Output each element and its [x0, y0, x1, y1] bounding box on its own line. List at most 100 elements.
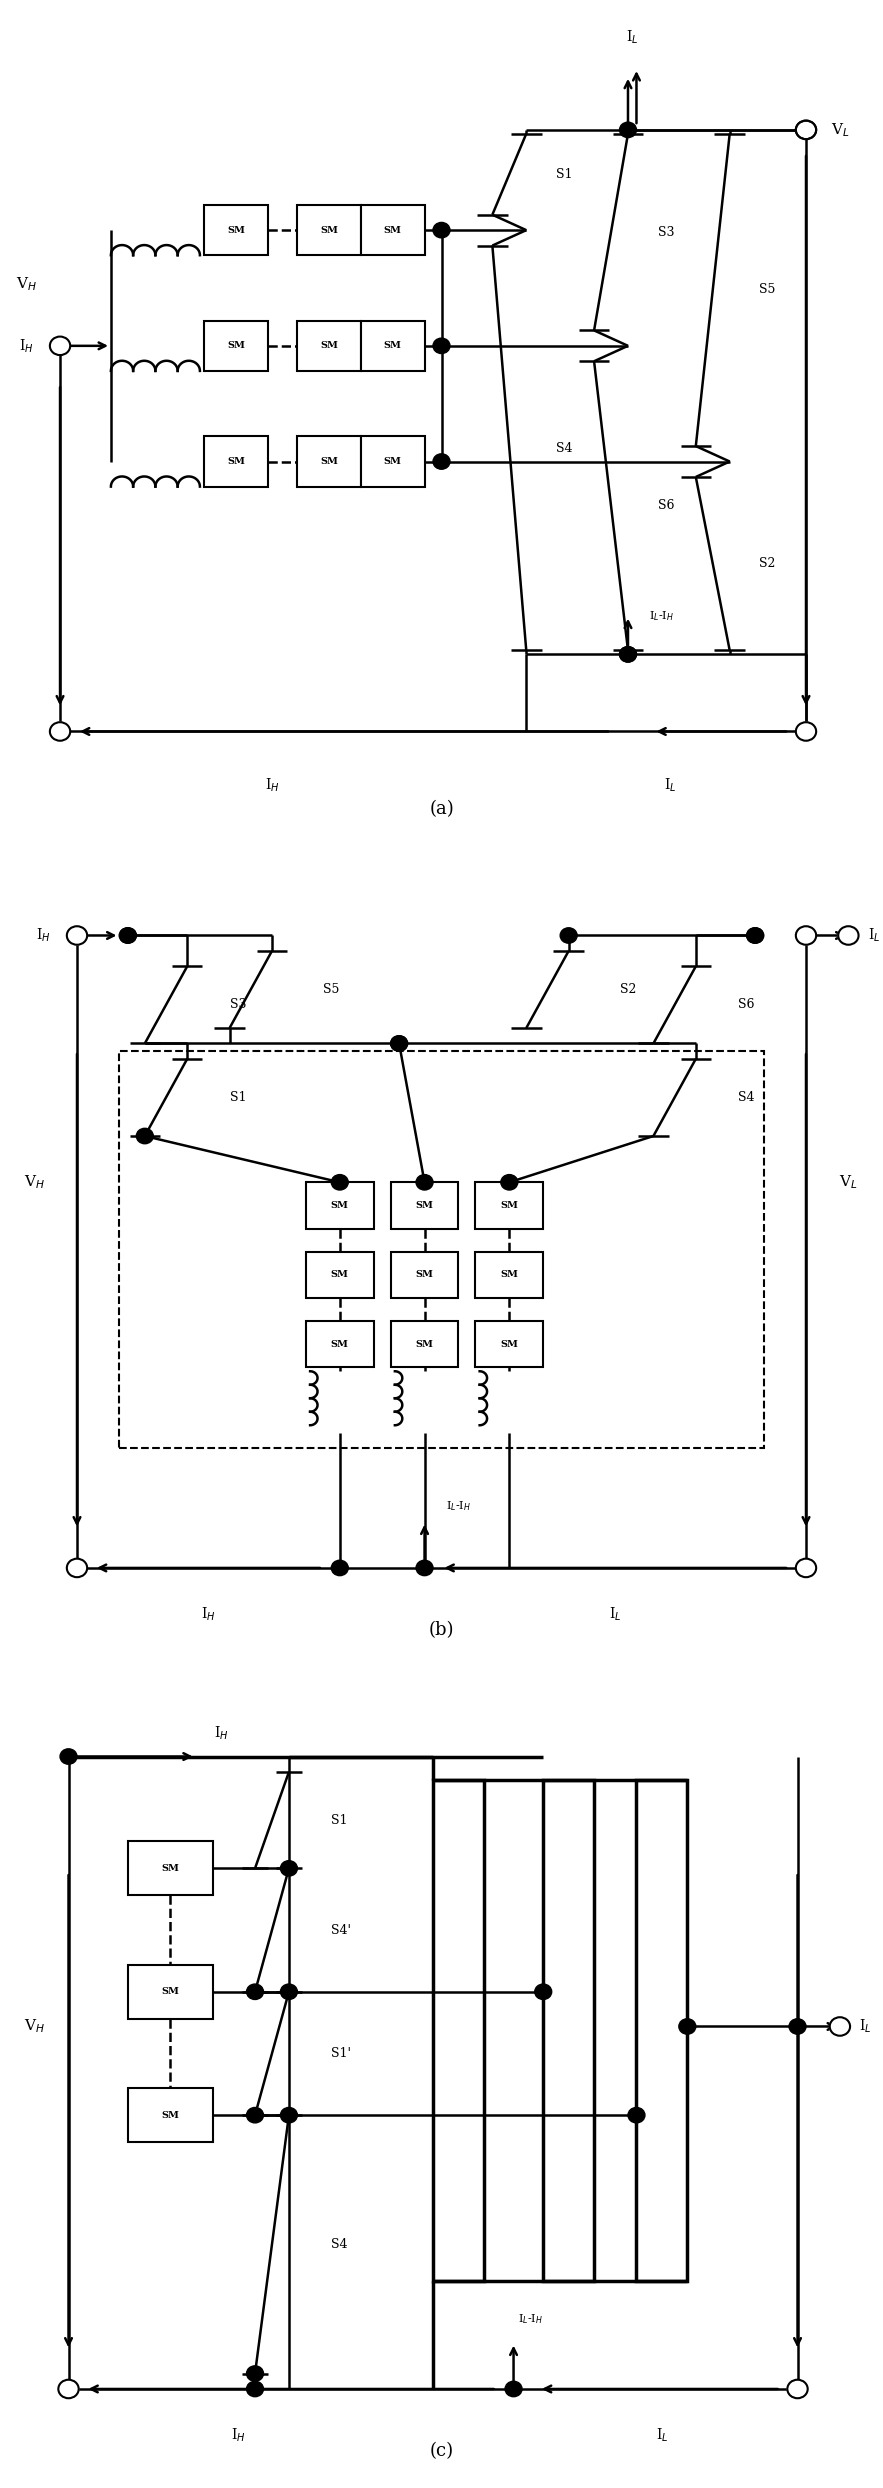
Text: SM: SM [162, 1864, 179, 1873]
Circle shape [796, 722, 816, 741]
Text: I$_H$: I$_H$ [35, 928, 50, 943]
Text: S4: S4 [738, 1090, 755, 1105]
Circle shape [281, 1983, 298, 2000]
Bar [475, 1321, 543, 1368]
Circle shape [679, 2018, 696, 2035]
Circle shape [390, 1035, 408, 1050]
Bar [298, 435, 361, 488]
Text: I$_L$-I$_H$: I$_L$-I$_H$ [518, 2314, 543, 2326]
Circle shape [796, 1557, 816, 1577]
Text: SM: SM [227, 226, 245, 234]
Bar [475, 1182, 543, 1229]
Text: S3: S3 [658, 226, 674, 239]
Bar [298, 321, 361, 371]
Text: SM: SM [384, 341, 402, 351]
Text: SM: SM [331, 1339, 349, 1348]
Bar [361, 204, 425, 256]
Circle shape [281, 2107, 298, 2122]
Text: (b): (b) [429, 1620, 454, 1640]
Bar [433, 1779, 484, 2281]
Circle shape [331, 1174, 348, 1189]
Circle shape [246, 1983, 263, 2000]
Circle shape [560, 928, 577, 943]
Bar [119, 1050, 764, 1448]
Text: S1: S1 [230, 1090, 246, 1105]
Bar [204, 204, 268, 256]
Circle shape [747, 928, 764, 943]
Circle shape [119, 928, 136, 943]
Circle shape [620, 122, 637, 137]
Bar [306, 1321, 374, 1368]
Text: S6: S6 [738, 998, 755, 1013]
Circle shape [136, 1130, 154, 1144]
Text: I$_H$: I$_H$ [201, 1605, 215, 1622]
Text: I$_L$: I$_L$ [656, 2426, 668, 2443]
Text: SM: SM [227, 341, 245, 351]
Bar [128, 1841, 213, 1896]
Text: SM: SM [227, 458, 245, 465]
Bar [475, 1251, 543, 1299]
Text: SM: SM [321, 458, 338, 465]
Text: (c): (c) [429, 2441, 454, 2461]
Circle shape [796, 119, 816, 139]
Text: I$_H$: I$_H$ [230, 2426, 245, 2443]
Text: SM: SM [384, 226, 402, 234]
Text: S2: S2 [759, 557, 776, 570]
Text: SM: SM [162, 1988, 179, 1995]
Text: I$_H$: I$_H$ [19, 338, 34, 353]
Bar [390, 1321, 458, 1368]
Text: S4: S4 [556, 440, 572, 455]
Circle shape [433, 338, 450, 353]
Circle shape [505, 2381, 522, 2396]
Circle shape [281, 1861, 298, 1876]
Text: I$_L$: I$_L$ [609, 1605, 622, 1622]
Text: I$_L$: I$_L$ [626, 30, 638, 45]
Circle shape [620, 647, 637, 662]
Circle shape [246, 2107, 263, 2122]
Circle shape [58, 2379, 79, 2398]
Text: I$_L$-I$_H$: I$_L$-I$_H$ [446, 1500, 471, 1513]
Circle shape [789, 2018, 806, 2035]
Circle shape [49, 722, 71, 741]
Text: (a): (a) [429, 799, 454, 819]
Text: SM: SM [162, 2110, 179, 2120]
Circle shape [788, 2379, 808, 2398]
Circle shape [838, 926, 858, 945]
Text: V$_L$: V$_L$ [831, 2018, 849, 2035]
Circle shape [416, 1560, 433, 1575]
Bar [390, 1251, 458, 1299]
Bar [128, 2087, 213, 2142]
Circle shape [620, 647, 637, 662]
Circle shape [796, 119, 816, 139]
Text: SM: SM [331, 1271, 349, 1279]
Text: I$_L$-I$_H$: I$_L$-I$_H$ [649, 610, 675, 622]
Circle shape [416, 1174, 433, 1189]
Text: I$_L$: I$_L$ [868, 928, 880, 943]
Text: V$_H$: V$_H$ [24, 2018, 45, 2035]
Text: S4': S4' [331, 1923, 351, 1936]
Circle shape [119, 928, 136, 943]
Circle shape [535, 1983, 552, 2000]
Circle shape [60, 1749, 77, 1764]
Text: SM: SM [416, 1339, 434, 1348]
Bar [637, 1779, 687, 2281]
Circle shape [246, 2381, 263, 2396]
Text: SM: SM [321, 226, 338, 234]
Circle shape [747, 928, 764, 943]
Text: SM: SM [501, 1339, 518, 1348]
Text: S1: S1 [331, 1814, 348, 1826]
Circle shape [628, 2107, 645, 2122]
Text: S1: S1 [556, 167, 572, 182]
Text: SM: SM [501, 1202, 518, 1209]
Text: SM: SM [331, 1202, 349, 1209]
Circle shape [830, 2018, 850, 2035]
Circle shape [390, 1035, 408, 1050]
Circle shape [433, 221, 450, 239]
Circle shape [67, 1557, 87, 1577]
Circle shape [331, 1560, 348, 1575]
Text: SM: SM [501, 1271, 518, 1279]
Text: I$_H$: I$_H$ [214, 1724, 229, 1742]
Text: S2: S2 [620, 983, 636, 995]
Text: V$_L$: V$_L$ [839, 1174, 857, 1192]
Circle shape [49, 336, 71, 356]
